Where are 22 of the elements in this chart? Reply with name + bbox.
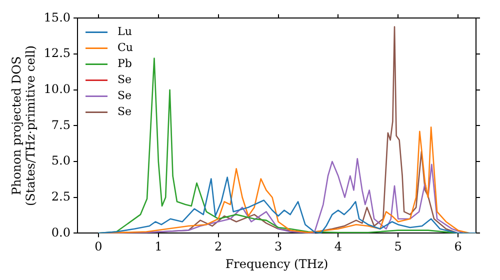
y-tick-label: 15.0 bbox=[44, 10, 71, 24]
x-tick-label: 3 bbox=[274, 240, 282, 254]
x-tick-label: 0 bbox=[94, 240, 102, 254]
x-tick-label: 2 bbox=[214, 240, 222, 254]
x-tick-label: 5 bbox=[394, 240, 402, 254]
y-axis-title: Phonon projected DOS (States/THz·primitive cell) bbox=[9, 45, 38, 206]
y-tick-label: 12.5 bbox=[44, 46, 71, 60]
legend-label: Lu bbox=[118, 25, 132, 38]
x-tick-label: 6 bbox=[454, 240, 462, 254]
x-tick-label: 4 bbox=[334, 240, 342, 254]
x-tick-label: 1 bbox=[154, 240, 162, 254]
y-tick-label: 0.0 bbox=[51, 225, 71, 240]
legend-label: Se bbox=[118, 73, 132, 86]
legend-label: Pb bbox=[118, 57, 132, 70]
y-tick-label: 10.0 bbox=[44, 82, 71, 96]
y-tick-label: 7.5 bbox=[51, 118, 71, 132]
legend-label: Cu bbox=[118, 41, 134, 54]
y-tick-label: 5.0 bbox=[51, 154, 71, 168]
legend-label: Se bbox=[118, 89, 132, 102]
x-axis-title: Frequency (THz) bbox=[225, 256, 328, 271]
legend-label: Se bbox=[118, 105, 132, 118]
y-tick-label: 2.5 bbox=[51, 189, 71, 204]
